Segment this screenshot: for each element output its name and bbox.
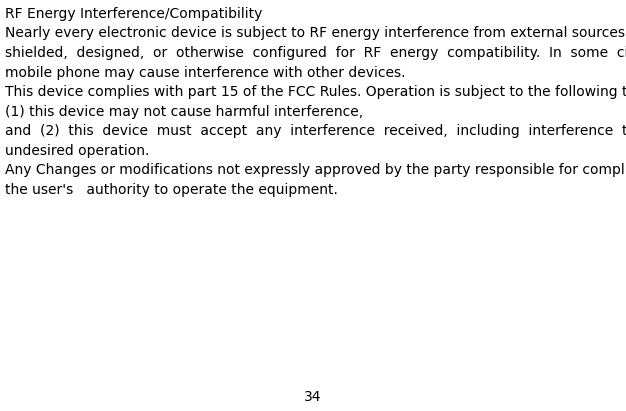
Text: and  (2)  this  device  must  accept  any  interference  received,  including  i: and (2) this device must accept any inte…: [5, 124, 626, 138]
Text: This device complies with part 15 of the FCC Rules. Operation is subject to the : This device complies with part 15 of the…: [5, 85, 626, 99]
Text: Any Changes or modifications not expressly approved by the party responsible for: Any Changes or modifications not express…: [5, 163, 626, 177]
Text: the user's   authority to operate the equipment.: the user's authority to operate the equi…: [5, 182, 338, 196]
Text: RF Energy Interference/Compatibility: RF Energy Interference/Compatibility: [5, 7, 262, 21]
Text: mobile phone may cause interference with other devices.: mobile phone may cause interference with…: [5, 65, 406, 79]
Text: 34: 34: [304, 390, 322, 404]
Text: Nearly every electronic device is subject to RF energy interference from externa: Nearly every electronic device is subjec…: [5, 26, 626, 41]
Text: undesired operation.: undesired operation.: [5, 143, 150, 157]
Text: (1) this device may not cause harmful interference,: (1) this device may not cause harmful in…: [5, 104, 363, 118]
Text: shielded,  designed,  or  otherwise  configured  for  RF  energy  compatibility.: shielded, designed, or otherwise configu…: [5, 46, 626, 60]
